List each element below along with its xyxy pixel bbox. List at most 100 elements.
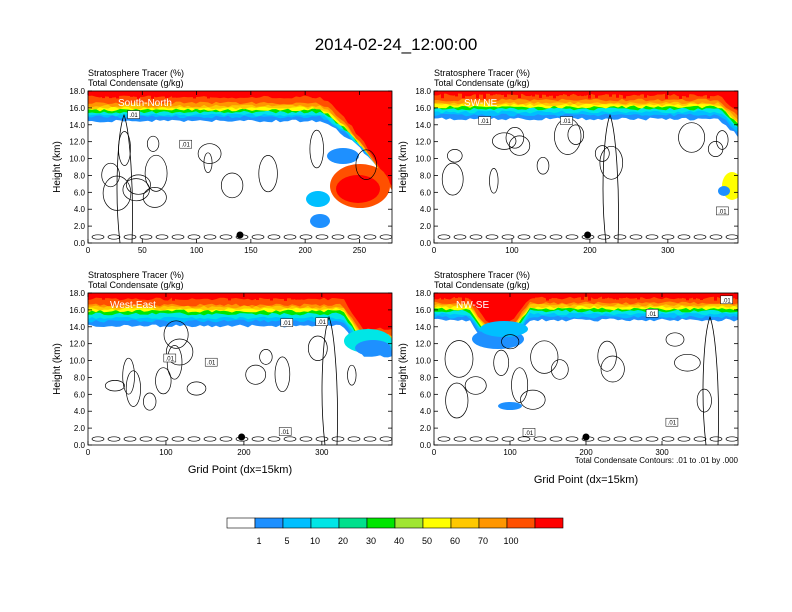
tracer-spike — [581, 293, 584, 300]
colorbar-swatch — [254, 517, 284, 529]
condensate-contour — [171, 436, 185, 442]
condensate-contour — [122, 357, 135, 395]
axes: 0.0 2.0 4.0 6.0 8.0 10.0 12.0 14.0 16.0 18.0 0 100 2… — [69, 289, 393, 457]
condensate-contour — [715, 130, 729, 150]
condensate-contour — [315, 234, 329, 240]
condensate-contour — [707, 141, 724, 157]
condensate-contour — [219, 436, 233, 442]
tracer-spike — [518, 293, 521, 299]
condensate-contour — [501, 334, 520, 350]
y-tick-label: 14.0 — [415, 323, 431, 332]
condensate-contour — [267, 436, 281, 442]
tracer-spike — [721, 293, 724, 297]
tracer-spike — [560, 293, 563, 299]
y-tick-label: 10.0 — [69, 357, 85, 366]
condensate-contour — [549, 436, 563, 442]
tracer-spike — [686, 91, 689, 98]
x-tick-label: 300 — [315, 448, 329, 457]
x-tick-label: 150 — [244, 246, 258, 255]
condensate-contour — [107, 234, 121, 240]
tracer-spike — [686, 293, 689, 301]
tracer-spike — [354, 293, 357, 299]
condensate-contour — [107, 436, 121, 442]
condensate-contour — [309, 129, 324, 169]
contour-label: .01 — [481, 119, 490, 125]
plot-frame — [87, 90, 393, 244]
tracer-spike — [95, 91, 98, 97]
tracer-spike — [651, 293, 654, 296]
condensate-contour — [283, 234, 297, 240]
contour-label: .01 — [166, 357, 175, 363]
condensate-contour — [267, 234, 281, 240]
tracer-spike — [546, 293, 549, 301]
panel-title-condensate: Total Condensate (g/kg) — [88, 280, 184, 290]
tracer-spike — [298, 293, 301, 300]
tracer-spike — [665, 91, 668, 99]
tracer-blob — [336, 175, 380, 203]
tracer-spike — [693, 293, 696, 300]
tracer-spike — [448, 91, 451, 94]
tracer-spike — [221, 91, 224, 96]
condensate-contour — [520, 389, 546, 410]
tracer-spike — [333, 293, 336, 296]
x-tick-label: 300 — [661, 246, 675, 255]
condensate-contour — [274, 356, 291, 393]
colorbar-label: 10 — [310, 536, 320, 546]
contour-label: .01 — [648, 312, 657, 318]
x-tick-label: 0 — [432, 448, 437, 457]
y-tick-label: 0.0 — [420, 239, 432, 248]
panel-title-tracer: Stratosphere Tracer (%) — [434, 270, 530, 280]
y-tick-label: 10.0 — [415, 357, 431, 366]
condensate-contour — [258, 155, 278, 193]
condensate-contour — [143, 392, 157, 411]
condensate-contour — [379, 234, 392, 240]
y-axis-label: Height (km) — [52, 343, 63, 395]
tracer-spike — [102, 91, 105, 99]
tracer-spike — [553, 293, 556, 299]
tracer-spike — [721, 91, 724, 97]
tracer-spike — [441, 91, 444, 99]
tracer-spike — [609, 293, 612, 299]
tracer-spike — [511, 91, 514, 95]
panel-title-tracer: Stratosphere Tracer (%) — [434, 68, 530, 78]
condensate-contour — [565, 234, 579, 240]
tracer-spike — [214, 91, 217, 98]
tracer-spike — [186, 293, 189, 300]
y-tick-label: 12.0 — [415, 138, 431, 147]
condensate-contour — [533, 234, 547, 240]
tracer-blob — [498, 402, 522, 410]
colorbar-swatch — [422, 517, 452, 529]
y-tick-label: 6.0 — [74, 390, 86, 399]
y-tick-label: 6.0 — [420, 390, 432, 399]
condensate-contour — [492, 132, 517, 150]
condensate-contour — [464, 376, 487, 395]
tracer-spike — [256, 293, 259, 301]
colorbar-label: 1 — [256, 536, 261, 546]
condensate-contours: .01 .01 — [91, 110, 392, 243]
tracer-spike — [630, 293, 633, 299]
tracer-spike — [658, 293, 661, 298]
y-tick-label: 16.0 — [69, 306, 85, 315]
tracer-spike — [172, 91, 175, 98]
tracer-spike — [116, 293, 119, 296]
tracer-spike — [375, 293, 378, 296]
x-tick-label: 0 — [432, 246, 437, 255]
condensate-contour — [379, 436, 392, 442]
y-tick-label: 2.0 — [420, 222, 432, 231]
tracer-spike — [368, 293, 371, 300]
contour-label-box — [204, 357, 218, 367]
condensate-contour — [104, 380, 125, 392]
tracer-spike — [228, 91, 231, 96]
tracer-spike — [228, 293, 231, 301]
condensate-contour — [678, 122, 706, 153]
contour-label-box — [280, 318, 294, 327]
colorbar-label: 50 — [422, 536, 432, 546]
y-tick-label: 6.0 — [420, 188, 432, 197]
tracer-spike — [193, 293, 196, 298]
condensate-contour — [123, 436, 137, 442]
condensate-contour — [597, 234, 611, 240]
tracer-spike — [714, 91, 717, 95]
condensate-contour — [321, 315, 338, 445]
tracer-spike — [340, 293, 343, 296]
tracer-spike — [434, 293, 437, 297]
